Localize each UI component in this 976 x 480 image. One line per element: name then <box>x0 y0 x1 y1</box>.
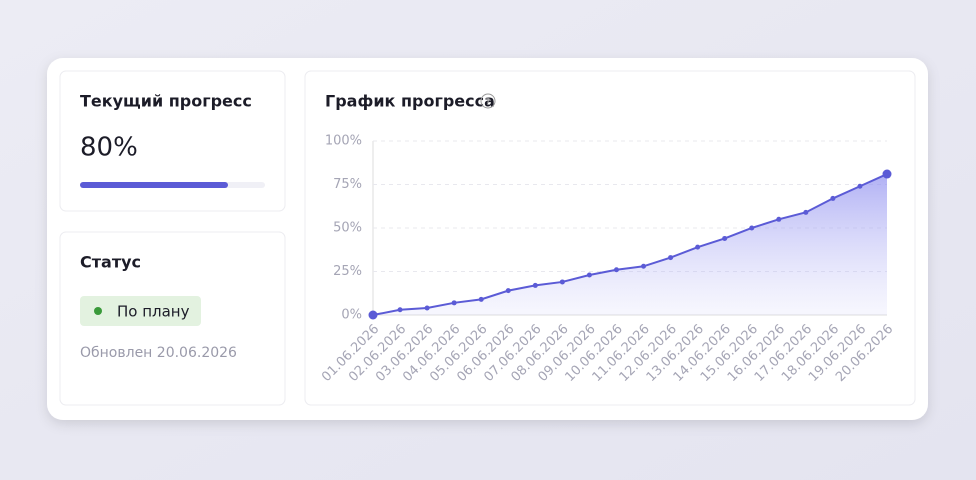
progress-card <box>59 70 286 212</box>
status-dot <box>94 307 102 315</box>
point <box>857 183 863 189</box>
y-tick-label: 0% <box>341 308 362 323</box>
status-badge <box>80 296 201 326</box>
progress-value: 80% <box>80 133 138 163</box>
point <box>368 310 378 320</box>
point <box>532 282 538 288</box>
y-tick-label: 100% <box>325 134 362 149</box>
point <box>668 255 674 261</box>
progress-fill <box>80 182 228 188</box>
point <box>478 296 484 302</box>
point <box>882 169 892 179</box>
area <box>373 174 887 315</box>
point <box>776 216 782 222</box>
point <box>424 305 430 311</box>
y-tick-label: 25% <box>333 264 362 279</box>
point <box>505 288 511 294</box>
help-icon[interactable] <box>480 93 496 109</box>
chart-card <box>304 70 916 406</box>
point <box>722 235 728 241</box>
point <box>695 244 701 250</box>
point <box>803 209 809 215</box>
status-text: По плану <box>117 303 190 321</box>
help-icon-text: ? <box>485 97 490 108</box>
point <box>451 300 457 306</box>
point <box>641 263 647 269</box>
y-tick-label: 75% <box>333 177 362 192</box>
point <box>830 195 836 201</box>
point <box>586 272 592 278</box>
card-title: Статус <box>80 253 141 272</box>
point <box>613 267 619 273</box>
point <box>749 225 755 231</box>
y-tick-label: 50% <box>333 221 362 236</box>
point <box>559 279 565 285</box>
chart-title: График прогресса <box>325 92 495 111</box>
updated-text: Обновлен 20.06.2026 <box>80 345 237 361</box>
point <box>397 307 403 313</box>
line <box>372 173 888 316</box>
card-title: Текущий прогресс <box>80 92 252 111</box>
